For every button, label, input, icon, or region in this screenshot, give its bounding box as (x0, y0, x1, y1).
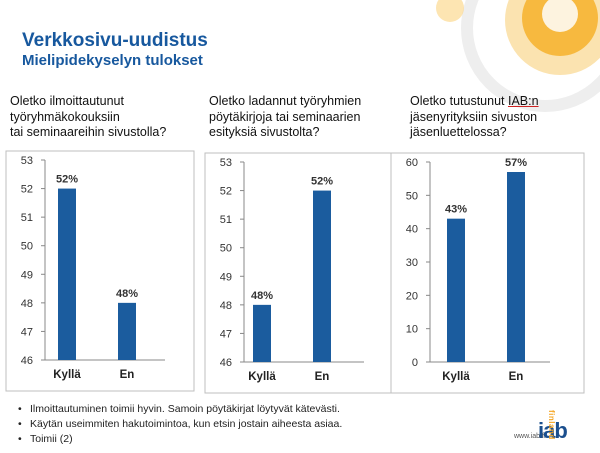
y-tick-label: 0 (412, 357, 418, 369)
list-item: Ilmoittautuminen toimii hyvin. Samoin pö… (18, 402, 342, 417)
chart-1: 46 47 48 49 50 51 52 53 52% Kyllä 48% En (5, 150, 195, 392)
chart-3-question-part-2: IAB:n (507, 94, 539, 108)
y-tick-label: 40 (406, 224, 418, 236)
y-tick-label: 51 (220, 214, 232, 226)
y-tick-label: 46 (21, 355, 33, 367)
website-link[interactable]: www.iab.fi (514, 433, 546, 440)
chart-3: 0 10 20 30 40 50 60 43% Kyllä 57% En (390, 152, 585, 394)
bar-kyllä (58, 188, 76, 360)
chart-3-question: Oletko tutustunut IAB:n jäsenyrityksiin … (410, 94, 595, 141)
y-tick-label: 20 (406, 290, 418, 302)
y-tick-label: 52 (21, 184, 33, 196)
x-tick-label: En (509, 371, 524, 383)
bar-en (313, 190, 331, 362)
data-label: 52% (56, 174, 78, 186)
data-label: 57% (505, 157, 527, 169)
y-tick-label: 50 (220, 243, 232, 255)
bar-en (118, 302, 136, 360)
y-tick-label: 10 (406, 324, 418, 336)
data-label: 48% (116, 288, 138, 300)
x-tick-label: Kyllä (53, 369, 81, 381)
y-tick-label: 50 (406, 190, 418, 202)
y-tick-label: 47 (21, 326, 33, 338)
list-item: Käytän useimmiten hakutoimintoa, kun ets… (18, 417, 342, 432)
chart-3-question-part-3: jäsenyrityksiin sivuston jäsenluetteloss… (410, 109, 538, 140)
iab-logo: iab (538, 418, 568, 443)
chart-frame (5, 150, 195, 392)
data-label: 48% (251, 290, 273, 302)
x-tick-label: Kyllä (248, 371, 276, 383)
chart-1-question: Oletko ilmoittautunut työryhmäkokouksiin… (10, 94, 167, 139)
y-tick-label: 48 (21, 298, 33, 310)
y-tick-label: 30 (406, 257, 418, 269)
list-item: Toimii (2) (18, 432, 342, 447)
bar-kyllä (447, 218, 465, 362)
x-tick-label: Kyllä (442, 371, 470, 383)
chart-2-question: Oletko ladannut työryhmien pöytäkirjoja … (209, 94, 362, 139)
y-tick-label: 49 (220, 271, 232, 283)
x-tick-label: En (120, 369, 135, 381)
chart-frame (390, 152, 585, 394)
comments-list: Ilmoittautuminen toimii hyvin. Samoin pö… (18, 402, 342, 447)
y-tick-label: 47 (220, 328, 232, 340)
data-label: 43% (445, 204, 467, 216)
data-label: 52% (311, 176, 333, 188)
y-tick-label: 48 (220, 300, 232, 312)
y-tick-label: 53 (21, 155, 33, 167)
y-tick-label: 51 (21, 212, 33, 224)
page-subtitle: Mielipidekyselyn tulokset (22, 52, 203, 69)
y-tick-label: 53 (220, 157, 232, 169)
bar-kyllä (253, 304, 271, 362)
y-tick-label: 60 (406, 157, 418, 169)
chart-3-question-part-1: Oletko tutustunut (410, 94, 508, 108)
y-tick-label: 46 (220, 357, 232, 369)
iab-logo-country: finland (547, 410, 556, 440)
bar-en (507, 172, 525, 362)
chart-frame (204, 152, 394, 394)
page-title: Verkkosivu-uudistus (22, 30, 208, 51)
y-tick-label: 50 (21, 241, 33, 253)
x-tick-label: En (315, 371, 330, 383)
y-tick-label: 49 (21, 269, 33, 281)
y-tick-label: 52 (220, 186, 232, 198)
chart-2: 46 47 48 49 50 51 52 53 48% Kyllä 52% En (204, 152, 394, 394)
